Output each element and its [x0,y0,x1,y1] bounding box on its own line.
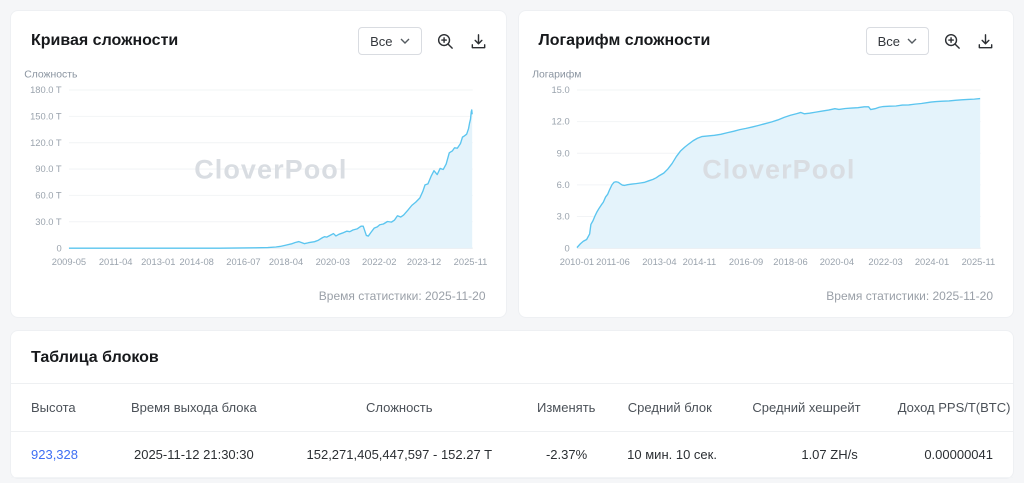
download-button[interactable] [469,32,488,51]
avg-block-cell: 10 мин. 10 сек. [607,431,733,478]
stat-time: Время статистики: 2025-11-20 [318,289,486,303]
difficulty-log-title: Логарифм сложности [538,32,711,49]
svg-text:2010-01: 2010-01 [559,257,593,267]
zoom-in-icon [944,33,960,49]
download-icon [471,33,485,48]
y-axis-title: Логарифм [532,68,581,80]
svg-text:2014-08: 2014-08 [180,257,214,267]
svg-text:180.0 T: 180.0 T [30,85,62,95]
svg-text:2022-03: 2022-03 [868,257,902,267]
svg-text:2022-02: 2022-02 [362,257,396,267]
download-button[interactable] [976,32,995,51]
block-time-cell: 2025-11-12 21:30:30 [106,431,282,478]
svg-text:2013-01: 2013-01 [141,257,175,267]
svg-text:2013-04: 2013-04 [642,257,676,267]
col-header-block-time: Время выхода блока [106,384,282,432]
chart-canvas: 0 3.0 6.0 9.0 12.0 15.0 Логарифм 2010-01 2011-06… [532,68,995,267]
svg-text:2020-03: 2020-03 [316,257,350,267]
watermark: CloverPool [194,154,347,184]
svg-text:2011-04: 2011-04 [99,257,133,267]
stat-time: Время статистики: 2025-11-20 [826,289,993,303]
table-header-row: Высота Время выхода блока Сложность Изме… [11,384,1013,432]
blocks-table-card: Таблица блоков Высота Время выхода блока… [10,330,1014,479]
svg-text:2025-11: 2025-11 [961,257,995,267]
svg-text:12.0: 12.0 [551,117,569,127]
svg-text:60.0 T: 60.0 T [35,191,62,201]
chart-canvas: 0 30.0 T 60.0 T 90.0 T 120.0 T 150.0 T 180.0 T… [24,69,488,267]
download-icon [978,33,993,48]
blocks-table: Высота Время выхода блока Сложность Изме… [11,384,1013,478]
blocks-table-title: Таблица блоков [11,331,1013,384]
difficulty-chart[interactable]: 0 30.0 T 60.0 T 90.0 T 120.0 T 150.0 T 180.0 T… [11,61,506,287]
svg-text:2024-01: 2024-01 [914,257,948,267]
range-select[interactable]: Все [358,27,422,55]
avg-hashrate-cell: 1.07 ZH/s [732,431,878,478]
range-select-value: Все [877,33,900,49]
svg-text:30.0 T: 30.0 T [35,217,62,227]
svg-text:2020-04: 2020-04 [819,257,853,267]
zoom-in-button[interactable] [943,32,962,51]
card-header: Логарифм сложности Все [519,11,1014,61]
range-select-value: Все [370,33,393,49]
y-axis-title: Сложность [24,69,77,80]
difficulty-log-chart[interactable]: 0 3.0 6.0 9.0 12.0 15.0 Логарифм 2010-01 2011-06… [519,61,1014,287]
chart-controls: Все [358,27,487,55]
col-header-change: Изменять [517,384,608,432]
difficulty-curve-card: Кривая сложности Все [10,10,507,318]
svg-text:90.0 T: 90.0 T [35,164,62,174]
col-header-avg-block: Средний блок [607,384,733,432]
svg-text:2018-06: 2018-06 [773,257,807,267]
table-row: 923,328 2025-11-12 21:30:30 152,271,405,… [11,431,1013,478]
col-header-height: Высота [11,384,107,432]
svg-text:2023-12: 2023-12 [407,257,441,267]
zoom-in-icon [437,33,453,49]
card-header: Кривая сложности Все [11,11,506,61]
svg-text:150.0 T: 150.0 T [30,111,62,121]
svg-text:2016-07: 2016-07 [226,257,260,267]
col-header-difficulty: Сложность [281,384,517,432]
svg-text:2025-11: 2025-11 [454,257,488,267]
block-height-link[interactable]: 923,328 [31,447,78,462]
svg-text:120.0 T: 120.0 T [30,138,62,148]
difficulty-curve-title: Кривая сложности [31,32,179,49]
svg-text:2009-05: 2009-05 [52,257,86,267]
difficulty-cell: 152,271,405,447,597 - 152.27 T [281,431,517,478]
chevron-down-icon [907,38,917,44]
svg-text:2011-06: 2011-06 [596,257,630,267]
svg-text:2014-11: 2014-11 [682,257,716,267]
col-header-income: Доход PPS/T(BTC) [877,384,1013,432]
svg-text:0: 0 [564,243,569,253]
chart-controls: Все [865,27,995,55]
svg-text:6.0: 6.0 [556,180,569,190]
svg-text:15.0: 15.0 [551,85,569,95]
svg-text:0: 0 [56,243,61,253]
change-cell: -2.37% [517,431,608,478]
income-cell: 0.00000041 [877,431,1013,478]
svg-text:3.0: 3.0 [556,212,569,222]
chevron-down-icon [400,38,409,44]
col-header-avg-hashrate: Средний хешрейт [732,384,878,432]
svg-text:9.0: 9.0 [556,148,569,158]
svg-text:2016-09: 2016-09 [728,257,762,267]
charts-row: Кривая сложности Все [10,10,1014,318]
difficulty-log-card: Логарифм сложности Все [517,10,1014,318]
range-select[interactable]: Все [865,27,929,55]
watermark: CloverPool [702,154,855,184]
zoom-in-button[interactable] [436,32,455,51]
svg-text:2018-04: 2018-04 [269,257,303,267]
